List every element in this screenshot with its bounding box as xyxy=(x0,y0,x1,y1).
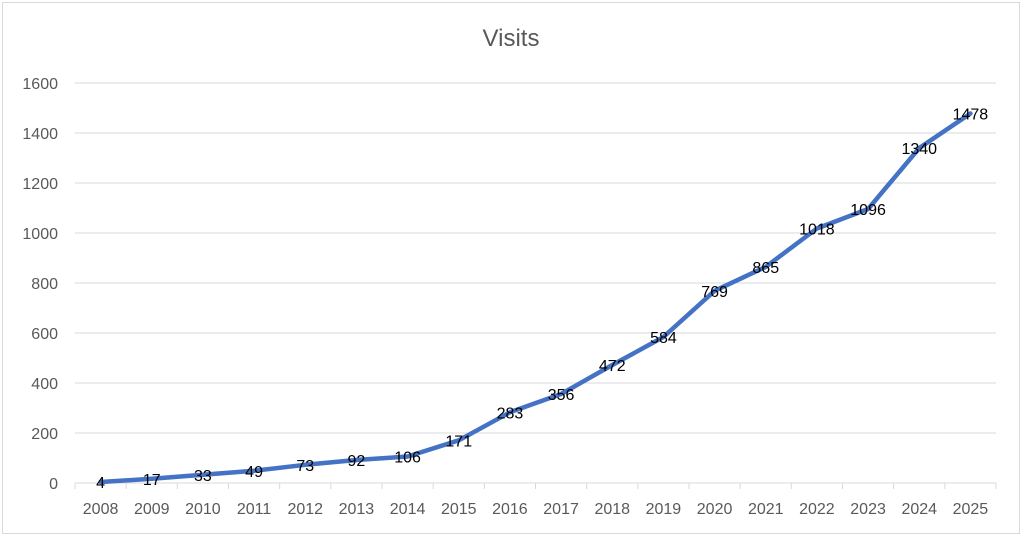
x-tick-label: 2016 xyxy=(492,501,528,518)
gridlines xyxy=(74,82,997,489)
data-labels: 4 17 33 49 73 92 106 171 283 356 472 584 769 865 1018 1… xyxy=(96,107,988,493)
y-axis-ticks: 0 200 400 600 800 1000 1200 1400 1600 xyxy=(22,76,58,493)
series-layer xyxy=(98,111,973,485)
x-tick-label: 2024 xyxy=(901,501,937,518)
y-tick-label: 1400 xyxy=(22,126,58,143)
data-label: 106 xyxy=(394,450,421,467)
data-label: 17 xyxy=(143,472,161,489)
x-tick-label: 2010 xyxy=(185,501,221,518)
data-label: 33 xyxy=(194,468,212,485)
y-tick-label: 400 xyxy=(31,376,58,393)
y-tick-label: 800 xyxy=(31,276,58,293)
data-label: 49 xyxy=(245,464,263,481)
x-tick-label: 2020 xyxy=(697,501,733,518)
data-label: 584 xyxy=(650,330,677,347)
x-tick-label: 2021 xyxy=(748,501,784,518)
x-tick-label: 2009 xyxy=(134,501,170,518)
chart-title: Visits xyxy=(483,25,540,52)
x-tick-label: 2025 xyxy=(953,501,989,518)
y-tick-label: 600 xyxy=(31,326,58,343)
x-tick-label: 2017 xyxy=(543,501,579,518)
data-label: 865 xyxy=(752,260,779,277)
data-label: 92 xyxy=(348,453,366,470)
x-tick-label: 2013 xyxy=(339,501,375,518)
y-tick-label: 1600 xyxy=(22,76,58,93)
data-label: 1096 xyxy=(850,202,886,219)
y-tick-label: 1000 xyxy=(22,226,58,243)
series-line xyxy=(98,111,973,485)
data-label: 472 xyxy=(599,358,626,375)
data-label: 1478 xyxy=(953,107,989,124)
x-tick-label: 2022 xyxy=(799,501,835,518)
data-label: 1018 xyxy=(799,222,835,239)
x-tick-label: 2018 xyxy=(594,501,630,518)
x-tick-label: 2019 xyxy=(646,501,682,518)
data-label: 4 xyxy=(96,475,105,492)
y-tick-label: 0 xyxy=(49,476,58,493)
x-tick-label: 2023 xyxy=(850,501,886,518)
x-tick-label: 2015 xyxy=(441,501,477,518)
y-tick-label: 1200 xyxy=(22,176,58,193)
x-tick-label: 2011 xyxy=(237,501,272,518)
data-label: 73 xyxy=(296,458,314,475)
y-tick-label: 200 xyxy=(31,426,58,443)
data-label: 1340 xyxy=(901,141,937,158)
x-axis-ticks: 2008 2009 2010 2011 2012 2013 2014 2015 2016 2017… xyxy=(83,501,989,518)
data-label: 356 xyxy=(548,387,575,404)
x-tick-label: 2008 xyxy=(83,501,119,518)
data-label: 283 xyxy=(497,405,524,422)
data-label: 769 xyxy=(701,284,728,301)
x-tick-label: 2014 xyxy=(390,501,426,518)
x-tick-label: 2012 xyxy=(287,501,323,518)
data-label: 171 xyxy=(445,433,472,450)
